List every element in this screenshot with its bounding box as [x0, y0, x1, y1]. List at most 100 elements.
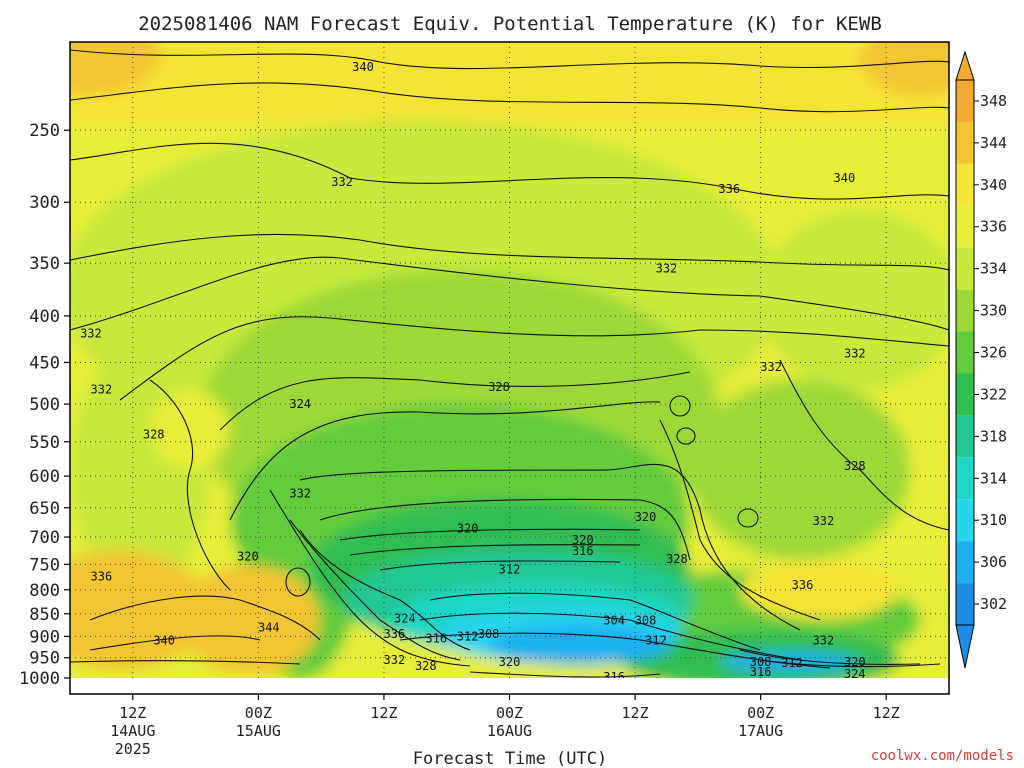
contour-label: 320 — [237, 549, 259, 563]
y-tick-label: 850 — [29, 605, 60, 625]
contour-label: 304 — [603, 614, 625, 628]
contour-label: 332 — [813, 634, 835, 648]
x-tick-label: 12Z — [119, 704, 146, 722]
colorbar-swatch — [956, 415, 974, 458]
contour-label: 328 — [143, 428, 165, 442]
contour-label: 336 — [792, 578, 814, 592]
contour-label: 340 — [834, 171, 856, 185]
x-tick-label: 00Z — [496, 704, 523, 722]
chart-title: 2025081406 NAM Forecast Equiv. Potential… — [138, 13, 882, 35]
contour-label: 332 — [813, 514, 835, 528]
colorbar-label: 326 — [980, 344, 1007, 362]
x-axis-label: Forecast Time (UTC) — [413, 749, 607, 768]
colorbar-label: 334 — [980, 260, 1007, 278]
y-tick-label: 500 — [29, 395, 60, 415]
colorbar-swatch — [956, 583, 974, 625]
contour-label: 320 — [499, 655, 521, 669]
x-tick-label: 14AUG — [110, 722, 155, 740]
contour-label: 308 — [750, 655, 772, 669]
y-tick-label: 950 — [29, 649, 60, 669]
x-tick-label: 00Z — [245, 704, 272, 722]
contour-label: 320 — [844, 655, 866, 669]
colorbar-bottom-arrow — [955, 624, 975, 669]
contour-label: 324 — [289, 397, 311, 411]
x-tick-label: 15AUG — [236, 722, 281, 740]
colorbar-swatch — [956, 121, 974, 164]
colorbar-swatch — [956, 247, 974, 290]
contour-label: 328 — [415, 659, 437, 673]
contour-label: 332 — [289, 487, 311, 501]
colorbar-swatch — [956, 331, 974, 374]
contour-label: 316 — [603, 670, 625, 684]
contour-label: 312 — [781, 656, 803, 670]
colorbar-swatch — [956, 373, 974, 416]
contour-label: 336 — [718, 182, 740, 196]
colorbar-label: 302 — [980, 595, 1007, 613]
y-axis: 2503003504004505005506006507007508008509… — [19, 121, 70, 689]
colorbar-swatch — [956, 499, 974, 542]
y-tick-label: 400 — [29, 307, 60, 327]
contour-label: 324 — [844, 667, 866, 681]
y-tick-label: 250 — [29, 121, 60, 141]
grid-lines — [70, 42, 949, 678]
contour-label: 320 — [572, 533, 594, 547]
colorbar-label: 318 — [980, 427, 1007, 445]
y-tick-label: 600 — [29, 467, 60, 487]
contour-label: 328 — [844, 459, 866, 473]
contour-label: 340 — [352, 60, 374, 74]
contour-labels: 340 332 336 340 332 332 332 332 328 332 324 328 328 3… — [80, 60, 866, 684]
y-tick-label: 450 — [29, 353, 60, 373]
contour-label: 316 — [750, 665, 772, 679]
colorbar-label: 306 — [980, 553, 1007, 571]
colorbar-swatch — [956, 289, 974, 332]
contour-label: 332 — [80, 326, 102, 340]
contour-label: 312 — [645, 634, 667, 648]
colorbar-label: 340 — [980, 176, 1007, 194]
contour-label: 340 — [153, 634, 175, 648]
y-tick-label: 1000 — [19, 669, 60, 689]
colorbar-swatch — [956, 80, 974, 122]
colorbar: 348 344 340 336 334 330 326 322 318 314 310 306 302 — [955, 50, 1007, 669]
y-tick-label: 900 — [29, 627, 60, 647]
x-tick-label: 2025 — [115, 740, 151, 758]
colorbar-swatch — [956, 541, 974, 584]
x-tick-label: 00Z — [747, 704, 774, 722]
y-tick-label: 800 — [29, 581, 60, 601]
color-field — [70, 42, 949, 678]
contour-label: 332 — [331, 175, 353, 189]
contour-label: 308 — [635, 614, 657, 628]
colorbar-swatch — [956, 457, 974, 500]
colorbar-label: 310 — [980, 511, 1007, 529]
x-tick-label: 12Z — [370, 704, 397, 722]
y-tick-label: 350 — [29, 254, 60, 274]
colorbar-label: 348 — [980, 92, 1007, 110]
credit-text: coolwx.com/models — [871, 748, 1014, 764]
contour-label: 332 — [91, 383, 113, 397]
y-tick-label: 750 — [29, 555, 60, 575]
colorbar-swatch — [956, 205, 974, 248]
colorbar-label: 330 — [980, 302, 1007, 320]
contour-label: 336 — [91, 569, 113, 583]
contour-label: 328 — [666, 552, 688, 566]
contour-label: 332 — [384, 653, 406, 667]
contour-label: 332 — [844, 347, 866, 361]
y-tick-label: 550 — [29, 433, 60, 453]
colorbar-label: 322 — [980, 385, 1007, 403]
contour-label: 332 — [656, 262, 678, 276]
contour-label: 312 — [499, 563, 521, 577]
contour-lines — [70, 49, 949, 678]
contour-label: 316 — [425, 632, 447, 646]
contour-label: 308 — [478, 627, 500, 641]
contour-label: 324 — [394, 611, 416, 625]
contour-label: 344 — [258, 620, 280, 634]
x-tick-label: 12Z — [622, 704, 649, 722]
x-tick-label: 17AUG — [738, 722, 783, 740]
colorbar-top-arrow — [955, 50, 975, 81]
contour-label: 336 — [384, 627, 406, 641]
contour-label: 320 — [635, 510, 657, 524]
colorbar-label: 344 — [980, 134, 1007, 152]
colorbar-swatch — [956, 163, 974, 206]
x-tick-label: 12Z — [873, 704, 900, 722]
y-tick-label: 300 — [29, 193, 60, 213]
